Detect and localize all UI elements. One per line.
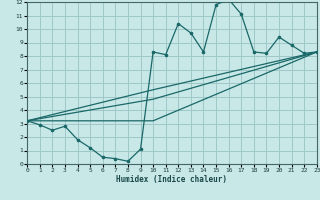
X-axis label: Humidex (Indice chaleur): Humidex (Indice chaleur) [116,175,228,184]
